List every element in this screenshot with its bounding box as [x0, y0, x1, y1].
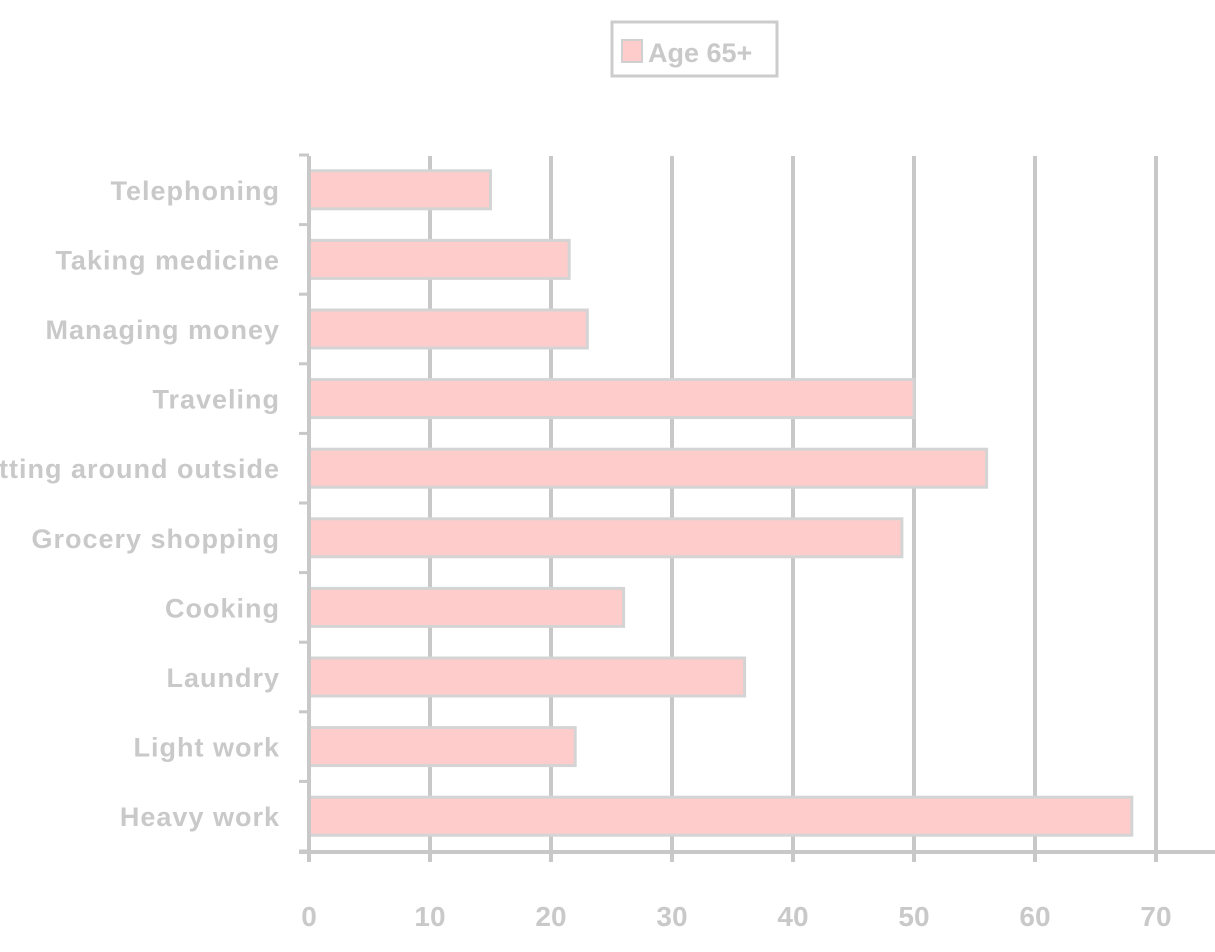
category-label: Cooking — [165, 593, 280, 623]
x-tick-label: 20 — [535, 901, 566, 932]
category-label: Getting around outside — [0, 454, 280, 484]
x-tick-label: 10 — [414, 901, 445, 932]
bar-light-work — [307, 726, 577, 768]
bars — [307, 169, 1134, 837]
category-label: Light work — [134, 733, 281, 763]
x-tick-labels: 0 10 20 30 40 50 60 70 — [301, 901, 1171, 932]
legend: Age 65+ — [610, 20, 779, 78]
category-label: Heavy work — [120, 802, 280, 832]
bar-traveling — [307, 378, 916, 420]
category-labels: Telephoning Taking medicine Managing money… — [0, 176, 281, 832]
legend-label: Age 65+ — [648, 38, 752, 68]
category-label: Taking medicine — [55, 245, 280, 275]
x-tick-label: 60 — [1019, 901, 1050, 932]
legend-swatch — [621, 39, 643, 63]
bar-taking-medicine — [307, 238, 571, 280]
category-label: Laundry — [166, 663, 280, 693]
x-tick-label: 0 — [301, 901, 317, 932]
bar-heavy-work — [307, 795, 1134, 837]
x-tick-label: 70 — [1140, 901, 1171, 932]
category-label: Managing money — [45, 315, 280, 345]
bar-telephoning — [307, 169, 492, 211]
category-label: Traveling — [152, 385, 280, 415]
axes — [299, 153, 1215, 862]
bar-cooking — [307, 586, 626, 628]
bar-getting-around-outside — [307, 447, 989, 489]
x-tick-label: 40 — [777, 901, 808, 932]
x-tick-label: 30 — [656, 901, 687, 932]
x-tick-label: 50 — [898, 901, 929, 932]
bar-grocery-shopping — [307, 517, 904, 559]
bar-managing-money — [307, 308, 589, 350]
bar-laundry — [307, 656, 747, 698]
category-label: Grocery shopping — [31, 524, 280, 554]
category-label: Telephoning — [111, 176, 280, 206]
